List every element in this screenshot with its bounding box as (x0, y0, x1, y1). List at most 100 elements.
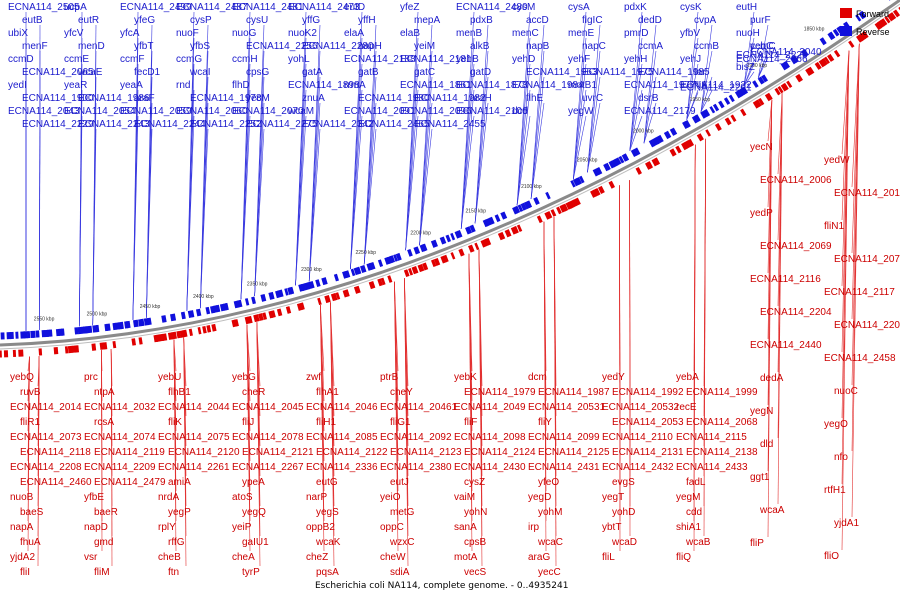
reverse-gene-label[interactable]: ccmE (64, 54, 89, 65)
forward-gene-label[interactable]: zwf (306, 372, 321, 383)
reverse-gene-arrow[interactable] (623, 153, 629, 162)
reverse-gene-label[interactable]: eutH (736, 2, 757, 13)
reverse-gene-arrow[interactable] (9, 331, 14, 340)
reverse-gene-arrow[interactable] (860, 10, 867, 19)
reverse-gene-arrow[interactable] (761, 74, 769, 83)
reverse-gene-arrow[interactable] (315, 279, 321, 287)
forward-gene-label[interactable]: yfbE (84, 492, 104, 503)
reverse-gene-arrow[interactable] (353, 267, 359, 276)
reverse-gene-label[interactable]: menD (78, 41, 105, 52)
reverse-gene-arrow[interactable] (694, 114, 701, 122)
reverse-gene-arrow[interactable] (140, 318, 145, 327)
forward-gene-label[interactable]: ECNA114_2205 (834, 320, 900, 331)
forward-gene-arrow[interactable] (536, 215, 543, 224)
forward-gene-label[interactable]: rtfH1 (824, 485, 846, 496)
forward-gene-label[interactable]: ECNA114_2440 (750, 340, 822, 351)
reverse-gene-arrow[interactable] (275, 290, 280, 299)
reverse-gene-label[interactable]: ECNA114_1982 (414, 93, 486, 104)
forward-gene-label[interactable]: baeR (94, 507, 118, 518)
reverse-gene-arrow[interactable] (654, 136, 661, 145)
forward-gene-label[interactable]: ECNA114_2044 (158, 402, 230, 413)
forward-gene-label[interactable]: nrdA (158, 492, 179, 503)
reverse-gene-arrow[interactable] (421, 243, 428, 252)
reverse-gene-arrow[interactable] (195, 308, 202, 317)
reverse-gene-label[interactable]: ECNA114_2252 (190, 119, 262, 130)
forward-gene-label[interactable]: ECNA114_2204 (760, 307, 832, 318)
reverse-gene-label[interactable]: yehJ (680, 54, 701, 65)
reverse-gene-arrow[interactable] (95, 324, 100, 333)
forward-gene-arrow[interactable] (696, 133, 704, 142)
forward-gene-arrow[interactable] (567, 200, 575, 209)
reverse-gene-arrow[interactable] (517, 204, 524, 212)
reverse-gene-label[interactable]: fecD1 (134, 67, 161, 78)
reverse-gene-label[interactable]: ECNA114_2505 (8, 2, 80, 13)
reverse-gene-arrow[interactable] (32, 330, 36, 338)
forward-gene-arrow[interactable] (91, 343, 97, 351)
forward-gene-label[interactable]: nuoB (10, 492, 34, 503)
reverse-gene-label[interactable]: gatB (358, 67, 379, 78)
forward-gene-label[interactable]: yjdA2 (10, 552, 35, 563)
reverse-gene-arrow[interactable] (669, 127, 678, 136)
forward-gene-arrow[interactable] (440, 255, 447, 264)
reverse-gene-arrow[interactable] (618, 155, 625, 164)
reverse-gene-arrow[interactable] (545, 191, 551, 200)
reverse-gene-label[interactable]: pdxK (624, 2, 647, 13)
reverse-gene-label[interactable]: ECNA114_1922 (680, 80, 752, 91)
reverse-gene-label[interactable]: wcaE (77, 67, 103, 78)
forward-gene-label[interactable]: yegN (750, 406, 773, 417)
reverse-gene-label[interactable]: ECNA114_2059 (120, 106, 192, 117)
reverse-gene-label[interactable]: ECNA114_1878 (456, 80, 528, 91)
forward-gene-label[interactable]: ECNA114_20532 (602, 402, 680, 413)
reverse-gene-label[interactable]: ucpA (64, 2, 87, 13)
reverse-gene-arrow[interactable] (682, 121, 689, 130)
forward-gene-label[interactable]: ECNA114_2032 (84, 402, 156, 413)
reverse-gene-label[interactable]: flhE (526, 93, 544, 104)
forward-gene-label[interactable]: ECNA114_2432 (602, 462, 674, 473)
forward-gene-label[interactable]: ECNA114_2078 (232, 432, 304, 443)
forward-gene-label[interactable]: tyrP (242, 567, 260, 578)
reverse-gene-label[interactable]: ECNA114_1963 (526, 67, 598, 78)
forward-gene-label[interactable]: ftn (168, 567, 179, 578)
forward-gene-arrow[interactable] (513, 225, 519, 234)
reverse-gene-label[interactable]: flgIC (582, 15, 603, 26)
forward-gene-arrow[interactable] (805, 67, 813, 77)
forward-gene-label[interactable]: yeiO (380, 492, 401, 503)
forward-gene-arrow[interactable] (422, 262, 429, 271)
forward-gene-arrow[interactable] (64, 346, 69, 354)
forward-gene-arrow[interactable] (546, 211, 553, 219)
forward-gene-arrow[interactable] (821, 57, 828, 66)
reverse-gene-arrow[interactable] (190, 310, 195, 318)
forward-gene-arrow[interactable] (824, 56, 830, 64)
reverse-gene-label[interactable]: menC (512, 28, 539, 39)
reverse-gene-label[interactable]: pmrD (624, 28, 648, 39)
reverse-gene-arrow[interactable] (407, 248, 413, 257)
forward-gene-label[interactable]: ECNA114_2431 (528, 462, 600, 473)
reverse-gene-label[interactable]: purF (750, 15, 771, 26)
forward-gene-arrow[interactable] (550, 209, 557, 217)
forward-gene-label[interactable]: ggt1 (750, 472, 770, 483)
forward-gene-arrow[interactable] (857, 32, 866, 42)
reverse-gene-label[interactable]: cysP (190, 15, 212, 26)
reverse-gene-arrow[interactable] (570, 180, 576, 188)
forward-gene-arrow[interactable] (573, 197, 581, 207)
forward-gene-label[interactable]: ECNA114_2071 (834, 254, 900, 265)
forward-gene-arrow[interactable] (594, 188, 601, 196)
forward-gene-label[interactable]: yohM (538, 507, 562, 518)
reverse-gene-label[interactable]: ECNA114_2229 (22, 119, 94, 130)
forward-gene-arrow[interactable] (848, 40, 855, 48)
forward-gene-arrow[interactable] (764, 92, 773, 102)
reverse-gene-arrow[interactable] (389, 255, 396, 264)
forward-gene-label[interactable]: fliP (750, 538, 764, 549)
forward-gene-arrow[interactable] (786, 80, 793, 89)
forward-gene-arrow[interactable] (317, 297, 322, 306)
forward-gene-label[interactable]: yecC (538, 567, 561, 578)
forward-gene-arrow[interactable] (335, 292, 341, 300)
reverse-gene-arrow[interactable] (393, 254, 398, 262)
forward-gene-label[interactable]: wcaD (611, 537, 637, 548)
forward-gene-arrow[interactable] (608, 180, 616, 189)
reverse-gene-label[interactable]: cysU (246, 15, 268, 26)
reverse-gene-arrow[interactable] (469, 224, 476, 233)
forward-gene-label[interactable]: ECNA114_2012 (834, 188, 900, 199)
reverse-gene-arrow[interactable] (752, 80, 759, 88)
reverse-gene-label[interactable]: ECNA114_2181 (400, 54, 472, 65)
